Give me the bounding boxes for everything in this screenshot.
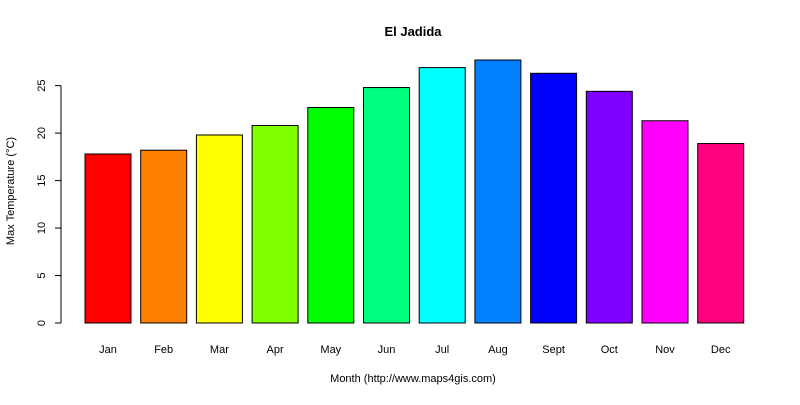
x-tick-labels: Jan Feb Mar Apr May Jun Jul Aug Sept Oct Nov Dec (99, 344, 731, 356)
bars-group (84, 59, 745, 324)
bar-feb (140, 149, 188, 324)
bar-oct (585, 90, 633, 324)
bar-mar (195, 134, 243, 324)
chart-title: El Jadida (384, 24, 442, 39)
x-tick-label: Sept (542, 344, 565, 356)
y-tick-label: 15 (36, 174, 48, 186)
bar-may (307, 106, 355, 324)
y-tick-label: 20 (36, 127, 48, 139)
x-tick-label: Aug (488, 344, 508, 356)
bar-jun (363, 87, 410, 324)
x-tick-label: Mar (210, 344, 229, 356)
y-axis-label: Max Temperature (°C) (5, 137, 17, 245)
bar-dec (697, 143, 745, 324)
y-tick-label: 5 (36, 272, 48, 278)
bar-nov (641, 120, 689, 324)
x-tick-label: Feb (154, 344, 173, 356)
x-tick-label: Jan (99, 344, 117, 356)
x-tick-label: Jul (435, 344, 449, 356)
x-tick-label: Dec (711, 344, 731, 356)
y-tick-label: 25 (36, 80, 48, 92)
x-tick-label: May (320, 344, 341, 356)
y-axis: 0 5 10 15 20 25 (36, 80, 62, 326)
y-tick-label: 10 (36, 222, 48, 234)
bar-jul (418, 67, 466, 324)
x-tick-label: Nov (655, 344, 675, 356)
x-tick-label: Oct (601, 344, 618, 356)
bar-apr (251, 125, 299, 324)
x-axis-label: Month (http://www.maps4gis.com) (330, 373, 496, 385)
bar-sept (530, 72, 578, 324)
y-tick-label: 0 (36, 320, 48, 326)
x-tick-label: Jun (378, 344, 396, 356)
bar-jan (84, 153, 132, 324)
bar-aug (474, 59, 522, 324)
x-tick-label: Apr (267, 344, 284, 356)
